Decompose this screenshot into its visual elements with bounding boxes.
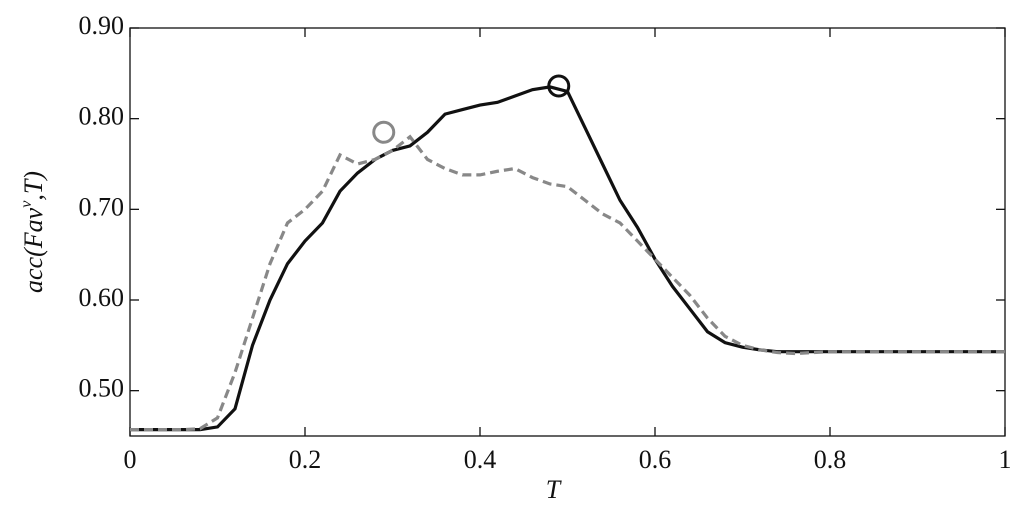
y-tick-label: 0.90 [79, 11, 125, 40]
x-tick-label: 0.2 [289, 445, 322, 474]
x-axis-label: T [546, 475, 562, 504]
y-tick-label: 0.60 [79, 283, 125, 312]
x-tick-label: 0.4 [464, 445, 497, 474]
y-axis-label: acc(Favv,T) [18, 171, 48, 293]
y-label-part: ,T) [19, 171, 48, 201]
peak-marker [372, 120, 396, 144]
y-label-sup: v [18, 200, 35, 208]
peak-marker [547, 74, 571, 98]
x-tick-label: 0 [124, 445, 137, 474]
y-tick-label: 0.80 [79, 102, 125, 131]
line-series [130, 134, 1005, 432]
y-label-part: acc(Fav [19, 207, 48, 293]
y-tick-label: 0.70 [79, 192, 125, 221]
x-tick-label: 0.6 [639, 445, 672, 474]
y-tick-label: 0.50 [79, 374, 125, 403]
line-series [130, 85, 1005, 432]
plot-frame [129, 27, 1006, 437]
x-tick-label: 0.8 [814, 445, 847, 474]
x-tick-label: 1 [999, 445, 1012, 474]
